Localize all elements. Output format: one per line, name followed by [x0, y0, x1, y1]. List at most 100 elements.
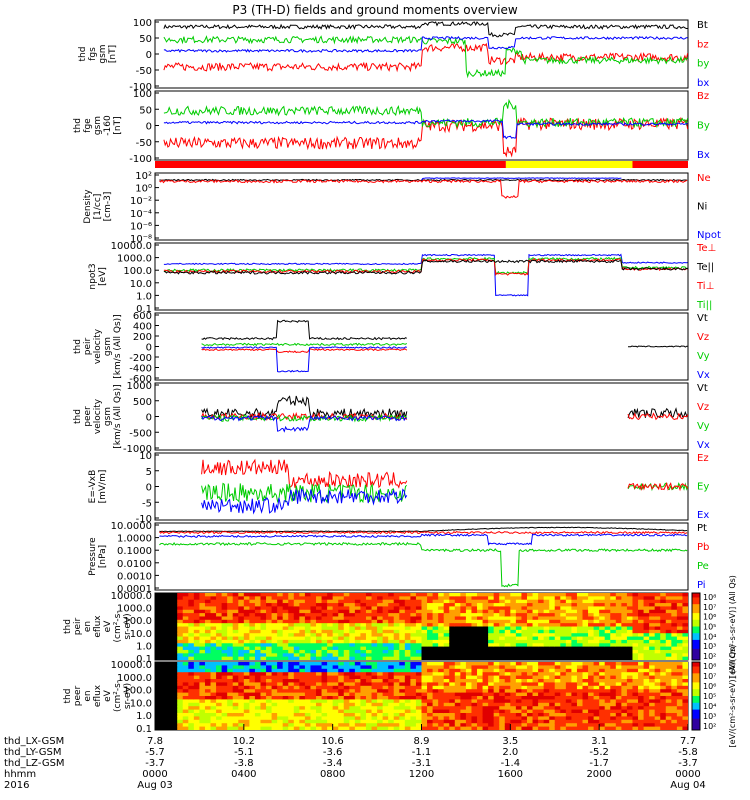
spectrogram-cell	[243, 606, 250, 611]
spectrogram-cell	[399, 713, 406, 717]
spectrogram-cell	[427, 616, 434, 621]
spectrogram-cell	[638, 643, 645, 648]
spectrogram-cell	[499, 593, 506, 597]
spectrogram-cell	[432, 653, 439, 658]
ylabel-line: sr-eV)	[123, 683, 133, 709]
spectrogram-cell	[671, 629, 678, 634]
panel-frame	[154, 312, 689, 381]
spectrogram-cell	[604, 639, 611, 644]
spectrogram-cell	[388, 633, 395, 638]
spectrogram-cell	[465, 593, 472, 597]
spectrogram-cell	[526, 613, 534, 617]
spectrogram-cell	[388, 696, 395, 700]
spectrogram-cell	[460, 675, 467, 680]
spectrogram-cell	[565, 675, 572, 680]
spectrogram-cell	[382, 593, 389, 597]
spectrogram-cell	[588, 646, 595, 651]
spectrogram-cell	[160, 665, 167, 670]
spectrogram-cell	[321, 609, 328, 614]
spectrogram-cell	[665, 706, 672, 711]
spectrogram-cell	[682, 619, 688, 624]
spectrogram-cell	[371, 672, 378, 677]
spectrogram-cell	[193, 613, 200, 617]
spectrogram-cell	[432, 709, 439, 714]
spectrogram-cell	[515, 619, 522, 624]
spectrogram-cell	[449, 699, 456, 704]
spectrogram-cell	[682, 653, 688, 658]
spectrogram-cell	[260, 682, 267, 687]
spectrogram-cell	[582, 626, 589, 631]
spectrogram-cell	[199, 633, 206, 638]
spectrogram-cell	[532, 656, 539, 660]
spectrogram-cell	[449, 643, 456, 648]
spectrogram-cell	[499, 716, 506, 721]
spectrogram-cell	[443, 629, 450, 634]
spectrogram-cell	[576, 668, 584, 673]
spectrogram-cell	[193, 672, 200, 677]
spectrogram-cell	[576, 639, 584, 644]
spectrogram-cell	[610, 593, 617, 597]
spectrogram-cell	[504, 679, 511, 683]
spectrogram-cell	[632, 639, 639, 644]
spectrogram-cell	[482, 702, 489, 707]
spectrogram-cell	[343, 699, 350, 704]
spectrogram-cell	[188, 706, 195, 711]
spectrogram-cell	[676, 656, 683, 660]
spectrogram-cell	[155, 616, 162, 621]
spectrogram-cell	[543, 702, 550, 707]
spectrogram-cell	[193, 653, 200, 658]
spectrogram-cell	[593, 603, 600, 607]
spectrogram-cell	[427, 719, 434, 724]
spectrogram-cell	[554, 662, 561, 666]
spectrogram-cell	[638, 679, 645, 683]
colorbar-tick-label: 10²	[703, 722, 716, 731]
spectrogram-cell	[343, 633, 350, 638]
spectrogram-cell	[160, 623, 167, 627]
spectrogram-cell	[638, 706, 645, 711]
colorbar-step	[692, 662, 700, 665]
spectrogram-cell	[393, 596, 400, 601]
spectrogram-cell	[377, 636, 384, 641]
spectrogram-cell	[249, 599, 256, 604]
spectrogram-cell	[227, 656, 234, 660]
spectrogram-cell	[543, 656, 550, 660]
spectrogram-cell	[427, 626, 434, 631]
spectrogram-cell	[626, 613, 633, 617]
spectrogram-cell	[632, 636, 639, 641]
spectrogram-cell	[216, 649, 223, 654]
tick-label: 0	[146, 122, 152, 133]
spectrogram-cell	[438, 706, 445, 711]
spectrogram-cell	[227, 706, 234, 711]
spectrogram-cell	[266, 675, 273, 680]
spectrogram-cell	[266, 668, 273, 673]
spectrogram-cell	[593, 646, 600, 651]
spectrogram-cell	[488, 649, 495, 654]
spectrogram-cell	[343, 716, 350, 721]
spectrogram-cell	[327, 623, 334, 627]
spectrogram-cell	[443, 699, 450, 704]
spectrogram-cell	[654, 623, 661, 627]
spectrogram-cell	[477, 629, 484, 634]
spectrogram-cell	[554, 716, 561, 721]
spectrogram-cell	[210, 603, 217, 607]
spectrogram-cell	[332, 656, 339, 660]
spectrogram-cell	[254, 675, 261, 680]
spectrogram-cell	[182, 596, 189, 601]
spectrogram-cell	[282, 692, 289, 697]
spectrogram-cell	[332, 616, 339, 621]
spectrogram-cell	[454, 665, 461, 670]
spectrogram-cell	[415, 606, 422, 611]
spectrogram-cell	[460, 719, 467, 724]
spectrogram-cell	[643, 665, 650, 670]
spectrogram-cell	[388, 719, 395, 724]
spectrogram-cell	[593, 596, 600, 601]
spectrogram-cell	[665, 726, 672, 730]
spectrogram-cell	[560, 689, 567, 694]
spectrogram-cell	[504, 633, 511, 638]
spectrogram-cell	[221, 679, 228, 683]
spectrogram-cell	[438, 619, 445, 624]
spectrogram-cell	[299, 603, 306, 607]
spectrogram-cell	[310, 619, 317, 624]
spectrogram-cell	[665, 596, 672, 601]
spectrogram-cell	[266, 616, 273, 621]
